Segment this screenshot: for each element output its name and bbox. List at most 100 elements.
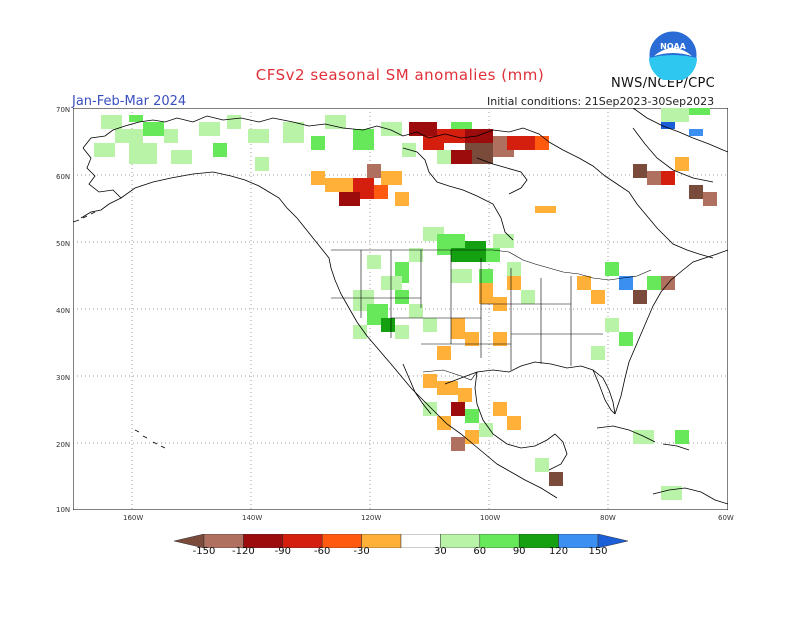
anomaly-cell [381,276,402,290]
legend-label: 150 [588,546,608,557]
legend-arrow-high [597,534,628,548]
legend-colorbar [174,534,628,548]
anomaly-cell [493,402,507,416]
anomaly-cell [353,129,374,150]
anomaly-cell [395,325,409,339]
anomaly-cell [437,346,451,360]
anomaly-cell [423,402,437,416]
anomaly-cell [437,381,458,395]
anomaly-cell [591,346,605,360]
anomaly-cell [577,276,591,290]
legend-label: 30 [434,546,447,557]
anomaly-cell [493,332,507,346]
anomaly-cell [689,108,710,115]
anomaly-cell [213,143,227,157]
initial-conditions-label: Initial conditions: 21Sep2023-30Sep2023 [487,95,715,108]
anomaly-cell [409,122,437,136]
anomaly-cell [94,143,115,157]
anomaly-cell [101,115,122,129]
anomaly-cell [521,290,535,304]
anomaly-cell [507,276,521,290]
anomaly-cell [661,486,682,500]
anomaly-cell [409,248,423,262]
anomaly-cell [129,115,143,122]
lon-label-120w: 120W [361,514,382,522]
anomaly-cell [479,269,493,283]
anomaly-cell [619,332,633,346]
anomaly-cell [465,332,479,346]
anomaly-cell [367,255,381,269]
political-borders [331,249,652,381]
anomaly-cell [451,402,465,416]
anomaly-cell [423,318,437,332]
legend-label: -150 [192,546,216,557]
anomaly-cell [486,248,500,262]
anomaly-cell [143,122,164,136]
lat-label-50n: 50N [56,240,71,248]
lon-label-140w: 140W [242,514,263,522]
legend-label: -30 [353,546,370,557]
anomaly-cell [479,423,493,437]
lat-label-60n: 60N [56,173,71,181]
anomaly-cell [325,115,346,129]
anomaly-cell [465,129,493,143]
anomaly-cell [283,122,304,143]
anomaly-cell [689,185,703,199]
anomaly-cell [353,325,367,339]
anomaly-cell [395,290,409,304]
anomaly-cell [535,206,556,213]
anomaly-cell [409,304,423,318]
anomaly-cell [493,234,514,248]
legend-label: -60 [314,546,331,557]
noaa-logo: NOAA [648,30,698,80]
anomaly-cell [465,241,486,262]
anomaly-cell [675,430,689,444]
lat-label-20n: 20N [56,441,71,449]
anomaly-cell [311,136,325,150]
anomaly-cell [339,192,360,206]
anomaly-cell [661,171,675,185]
anomaly-cell [164,129,178,143]
anomaly-cell [633,290,647,304]
legend-label: -120 [232,546,255,557]
anomaly-cell [633,430,654,444]
anomaly-cell [171,150,192,164]
coastlines [73,108,728,505]
anomaly-cell [661,122,675,129]
anomaly-cell [535,136,549,150]
anomaly-cell [619,276,633,290]
anomaly-map [73,108,728,510]
lon-label-60w: 60W [718,514,734,522]
anomaly-cell [395,192,409,206]
legend-label: 90 [512,546,526,557]
anomaly-cell [605,318,619,332]
season-label: Jan-Feb-Mar 2024 [72,94,187,109]
anomaly-cell [633,164,647,178]
anomaly-cell [451,318,465,339]
anomaly-cell [675,157,689,171]
anomaly-cell [647,276,661,290]
anomaly-cell [451,150,472,164]
anomaly-cell [248,129,269,143]
anomaly-cell [255,157,269,171]
anomaly-cell [423,374,437,388]
lat-label-70n: 70N [56,106,71,114]
anomaly-cell [311,171,325,185]
lon-label-160w: 160W [123,514,144,522]
legend-label: 120 [549,546,569,557]
anomaly-cell [227,115,241,129]
anomaly-cell [381,318,395,332]
anomaly-cell [374,185,388,199]
anomaly-cell [451,269,472,283]
anomaly-cell [465,430,479,444]
logo-text: NOAA [660,42,686,51]
anomaly-cells [94,108,717,500]
agency-label: NWS/NCEP/CPC [611,76,716,91]
anomaly-cell [549,472,563,486]
anomaly-cell [535,458,549,472]
anomaly-cell [605,262,619,276]
anomaly-cell [437,150,451,164]
anomaly-cell [507,136,535,150]
anomaly-cell [661,108,689,122]
anomaly-cell [479,283,493,304]
